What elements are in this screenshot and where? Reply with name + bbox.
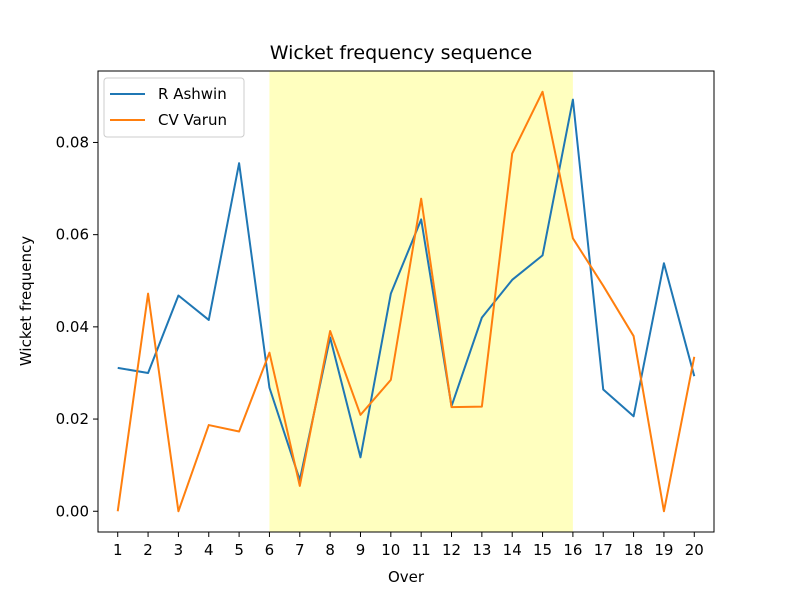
series-line-cv-varun [116,90,696,513]
x-tick-label: 19 [654,541,673,559]
x-tick-label: 15 [533,541,552,559]
y-tick-label: 0.00 [56,502,89,520]
chart-title: Wicket frequency sequence [270,42,533,64]
x-tick-label: 3 [174,541,184,559]
y-axis-label: Wicket frequency [17,236,35,366]
y-tick-label: 0.08 [56,133,89,151]
legend: R Ashwin CV Varun [103,77,245,138]
legend-box [103,77,245,138]
x-tick-label: 7 [295,541,305,559]
x-tick-label: 6 [265,541,275,559]
x-tick-label: 9 [356,541,366,559]
series-line-r-ashwin [117,98,696,481]
legend-label-r-ashwin: R Ashwin [158,85,227,103]
x-tick-label: 10 [381,541,400,559]
x-tick-label: 16 [563,541,582,559]
legend-label-cv-varun: CV Varun [158,111,227,129]
x-tick-label: 14 [503,541,522,559]
x-tick-label: 4 [204,541,214,559]
x-tick-label: 12 [442,541,461,559]
plot-area-frame [97,70,715,533]
y-tick-label: 0.04 [56,318,89,336]
x-tick-label: 20 [685,541,704,559]
x-axis-label: Over [388,568,425,586]
x-tick-label: 1 [113,541,123,559]
y-tick-label: 0.02 [56,410,89,428]
x-tick-label: 18 [624,541,643,559]
highlight-span [269,71,573,532]
x-tick-label: 2 [143,541,153,559]
x-tick-label: 5 [234,541,244,559]
x-tick-label: 17 [594,541,613,559]
x-tick-label: 8 [325,541,335,559]
x-tick-label: 13 [472,541,491,559]
x-tick-label: 11 [412,541,431,559]
y-tick-label: 0.06 [56,226,89,244]
